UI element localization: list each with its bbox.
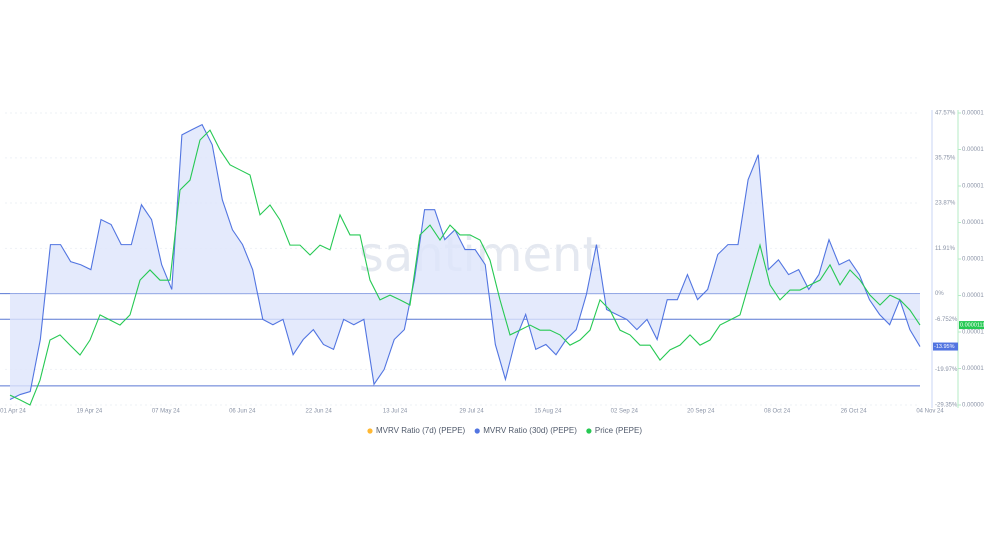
line (9, 129, 921, 406)
legend-label: MVRV Ratio (7d) (PEPE) (376, 426, 466, 435)
legend-swatch (586, 428, 592, 434)
y-tick-label: -29.35% (935, 403, 958, 409)
x-tick-label: 02 Sep 24 (611, 409, 639, 415)
y-tick-label: -19.97% (935, 367, 958, 373)
x-tick-label: 07 May 24 (152, 409, 181, 415)
x-tick-label: 26 Oct 24 (841, 409, 868, 415)
x-tick-label: 01 Apr 24 (0, 409, 26, 415)
legend-label: Price (PEPE) (595, 426, 642, 435)
y2-tick-label: 0.000009 (962, 403, 984, 409)
y-tick-label: 23.87% (935, 201, 956, 207)
x-tick-label: 29 Jul 24 (459, 409, 484, 415)
x-tick-label: 19 Apr 24 (77, 409, 103, 415)
y2-tick-label: 0.00001 (962, 366, 984, 372)
y2-tick-label: 0.000016 (962, 147, 984, 153)
y2-tick-label: 0.000015 (962, 184, 984, 190)
x-tick-label: 22 Jun 24 (305, 409, 332, 415)
area (10, 124, 920, 400)
current-badge (959, 321, 984, 330)
current-label: 0.00001119 (960, 323, 984, 329)
y-tick-label: 11.91% (935, 246, 956, 252)
x-tick-label: 15 Aug 24 (534, 409, 562, 415)
x-tick-label: 06 Jun 24 (229, 409, 256, 415)
legend: MVRV Ratio (7d) (PEPE) MVRV Ratio (30d) (… (367, 426, 642, 435)
line (9, 123, 921, 400)
y-tick-label: 0% (935, 291, 944, 297)
y2-tick-label: 0.000017 (962, 111, 984, 117)
y-tick-label: -6.752% (935, 317, 958, 323)
x-tick-label: 08 Oct 24 (764, 409, 791, 415)
y2-tick-label: 0.000013 (962, 257, 984, 263)
x-tick-label: 20 Sep 24 (687, 409, 715, 415)
current-label: -13.95% (934, 344, 955, 350)
legend-swatch (367, 428, 373, 434)
y2-tick-label: 0.000011 (962, 330, 984, 336)
y-tick-label: 35.75% (935, 155, 956, 161)
x-tick-label: 04 Nov 24 (916, 409, 944, 415)
x-tick-label: 13 Jul 24 (383, 409, 408, 415)
legend-label: MVRV Ratio (30d) (PEPE) (483, 426, 577, 435)
y2-tick-label: 0.000012 (962, 293, 984, 299)
y-tick-label: 47.57% (935, 111, 956, 117)
y2-tick-label: 0.000014 (962, 220, 984, 226)
legend-swatch (474, 428, 480, 434)
current-badge (933, 342, 958, 351)
